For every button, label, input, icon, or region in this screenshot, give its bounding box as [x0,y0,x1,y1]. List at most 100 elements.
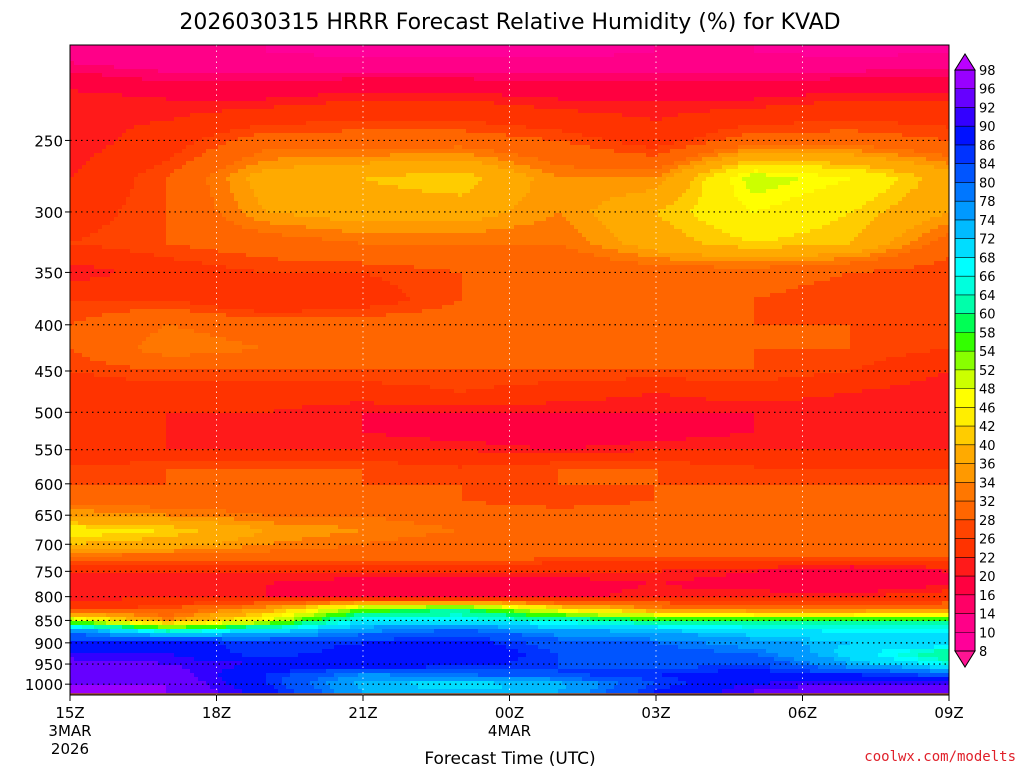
rh-cell [78,113,83,118]
rh-cell [134,53,139,58]
rh-cell [534,93,539,98]
rh-cell [746,53,751,58]
rh-cell [170,81,175,86]
rh-cell [382,105,387,110]
rh-cell [114,129,119,134]
rh-cell [522,89,527,94]
rh-cell [190,53,195,58]
rh-cell [198,113,203,118]
rh-cell [850,129,855,134]
rh-cell [278,57,283,62]
rh-cell [614,101,619,106]
rh-cell [722,97,727,102]
rh-cell [730,125,735,130]
rh-cell [238,97,243,102]
rh-cell [918,101,923,106]
rh-cell [194,129,199,134]
rh-cell [774,45,779,50]
rh-cell [218,121,223,126]
rh-cell [742,121,747,126]
rh-cell [794,101,799,106]
rh-cell [866,45,871,50]
rh-cell [538,97,543,102]
rh-cell [842,101,847,106]
rh-cell [838,89,843,94]
rh-cell [806,65,811,70]
rh-cell [550,85,555,90]
rh-cell [450,105,455,110]
rh-cell [138,129,143,134]
rh-cell [822,93,827,98]
rh-cell [890,105,895,110]
rh-cell [806,121,811,126]
rh-cell [126,81,131,86]
rh-cell [122,65,127,70]
rh-cell [926,45,931,50]
rh-cell [294,101,299,106]
rh-cell [834,129,839,134]
rh-cell [758,129,763,134]
rh-cell [94,61,99,66]
rh-cell [830,117,835,122]
rh-cell [466,117,471,122]
rh-cell [510,73,515,78]
rh-cell [670,85,675,90]
rh-cell [134,69,139,74]
rh-cell [362,49,367,54]
rh-cell [594,133,599,138]
rh-cell [498,65,503,70]
rh-cell [910,77,915,82]
rh-cell [810,77,815,82]
rh-cell [370,105,375,110]
rh-cell [526,45,531,50]
rh-cell [942,97,947,102]
rh-cell [642,53,647,58]
rh-cell [506,125,511,130]
rh-cell [862,49,867,54]
rh-cell [910,109,915,114]
rh-cell [242,57,247,62]
rh-cell [646,81,651,86]
rh-cell [374,129,379,134]
rh-cell [866,113,871,118]
rh-cell [650,65,655,70]
rh-cell [242,129,247,134]
rh-cell [74,49,79,54]
rh-cell [74,81,79,86]
rh-cell [934,57,939,62]
rh-cell [398,117,403,122]
rh-cell [290,121,295,126]
rh-cell [338,49,343,54]
rh-cell [426,129,431,134]
rh-cell [750,69,755,74]
rh-cell [114,81,119,86]
rh-cell [74,85,79,90]
rh-cell [290,49,295,54]
rh-cell [430,125,435,130]
rh-cell [554,109,559,114]
rh-cell [330,65,335,70]
rh-cell [830,101,835,106]
rh-cell [826,61,831,66]
rh-cell [790,85,795,90]
rh-cell [598,85,603,90]
rh-cell [850,105,855,110]
rh-cell [182,133,187,138]
rh-cell [546,101,551,106]
rh-cell [434,97,439,102]
rh-cell [218,109,223,114]
rh-cell [774,117,779,122]
rh-cell [102,85,107,90]
rh-cell [546,81,551,86]
rh-cell [426,125,431,130]
rh-cell [130,97,135,102]
rh-cell [178,105,183,110]
rh-cell [214,57,219,62]
rh-cell [642,85,647,90]
rh-cell [686,109,691,114]
rh-cell [630,77,635,82]
rh-cell [506,81,511,86]
rh-cell [266,49,271,54]
rh-cell [102,61,107,66]
rh-cell [646,69,651,74]
